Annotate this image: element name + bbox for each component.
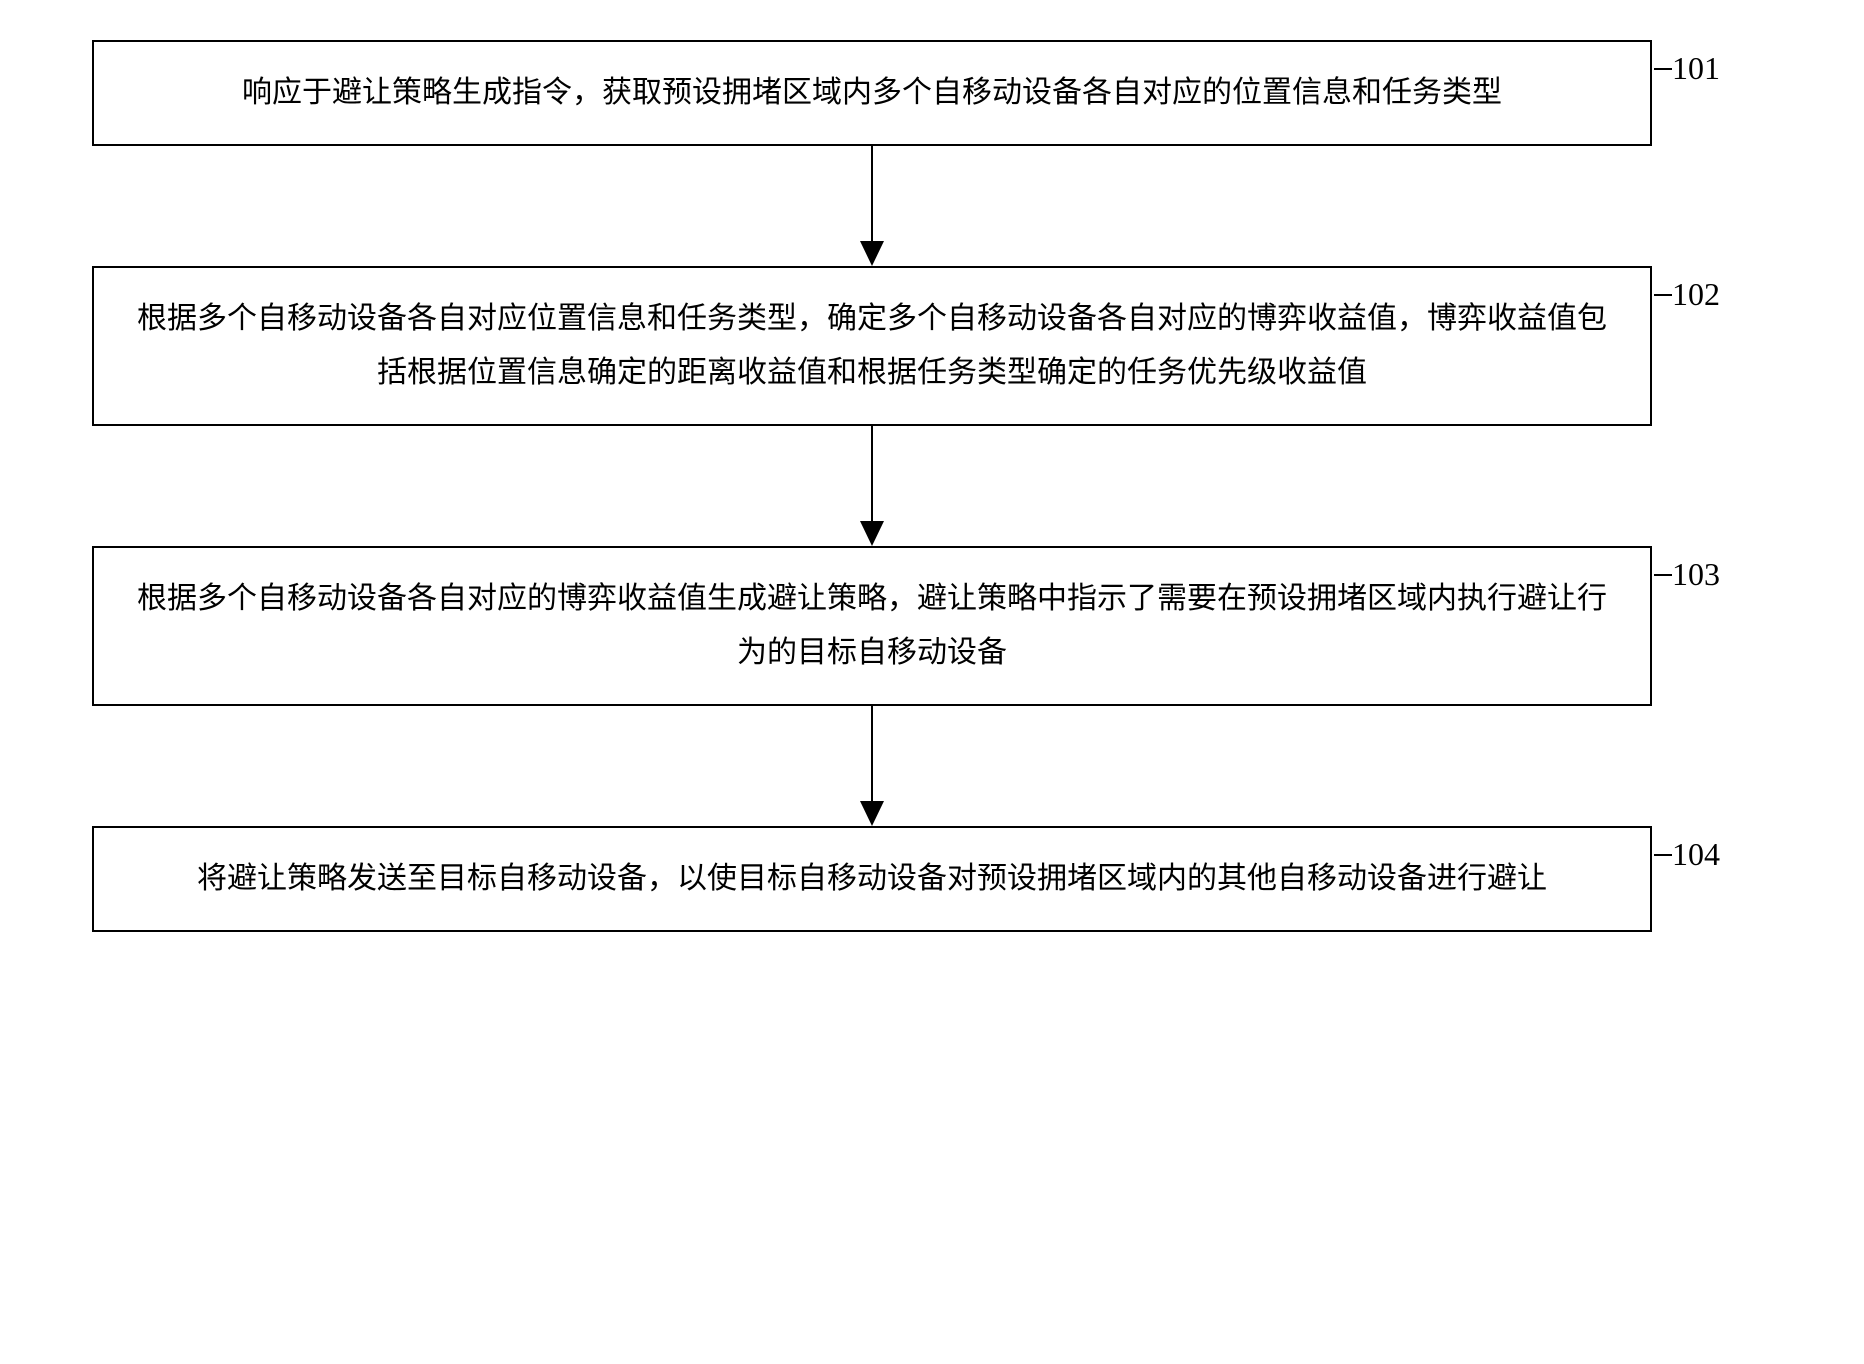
arrow-line-2 bbox=[871, 426, 873, 521]
step-text-102: 根据多个自移动设备各自对应位置信息和任务类型，确定多个自移动设备各自对应的博弈收… bbox=[134, 292, 1610, 400]
step-box-104: 将避让策略发送至目标自移动设备，以使目标自移动设备对预设拥堵区域内的其他自移动设… bbox=[92, 826, 1652, 932]
label-connector-103 bbox=[1654, 574, 1672, 576]
step-id-103: 103 bbox=[1672, 556, 1720, 592]
step-row-102: 根据多个自移动设备各自对应位置信息和任务类型，确定多个自移动设备各自对应的博弈收… bbox=[92, 266, 1832, 426]
arrow-head-1 bbox=[860, 241, 884, 266]
arrow-1 bbox=[92, 146, 1652, 266]
step-row-103: 根据多个自移动设备各自对应的博弈收益值生成避让策略，避让策略中指示了需要在预设拥… bbox=[92, 546, 1832, 706]
step-text-104: 将避让策略发送至目标自移动设备，以使目标自移动设备对预设拥堵区域内的其他自移动设… bbox=[197, 852, 1547, 906]
step-label-102: 102 bbox=[1672, 276, 1720, 313]
arrow-2 bbox=[92, 426, 1652, 546]
arrow-line-3 bbox=[871, 706, 873, 801]
step-id-104: 104 bbox=[1672, 836, 1720, 872]
step-label-104: 104 bbox=[1672, 836, 1720, 873]
step-label-101: 101 bbox=[1672, 50, 1720, 87]
step-label-103: 103 bbox=[1672, 556, 1720, 593]
step-id-101: 101 bbox=[1672, 50, 1720, 86]
label-connector-102 bbox=[1654, 294, 1672, 296]
step-row-104: 将避让策略发送至目标自移动设备，以使目标自移动设备对预设拥堵区域内的其他自移动设… bbox=[92, 826, 1832, 932]
step-text-101: 响应于避让策略生成指令，获取预设拥堵区域内多个自移动设备各自对应的位置信息和任务… bbox=[242, 66, 1502, 120]
arrow-line-1 bbox=[871, 146, 873, 241]
step-text-103: 根据多个自移动设备各自对应的博弈收益值生成避让策略，避让策略中指示了需要在预设拥… bbox=[134, 572, 1610, 680]
step-id-102: 102 bbox=[1672, 276, 1720, 312]
step-row-101: 响应于避让策略生成指令，获取预设拥堵区域内多个自移动设备各自对应的位置信息和任务… bbox=[92, 40, 1832, 146]
step-box-101: 响应于避让策略生成指令，获取预设拥堵区域内多个自移动设备各自对应的位置信息和任务… bbox=[92, 40, 1652, 146]
arrow-head-3 bbox=[860, 801, 884, 826]
arrow-3 bbox=[92, 706, 1652, 826]
flowchart-container: 响应于避让策略生成指令，获取预设拥堵区域内多个自移动设备各自对应的位置信息和任务… bbox=[32, 40, 1832, 932]
label-connector-104 bbox=[1654, 854, 1672, 856]
step-box-103: 根据多个自移动设备各自对应的博弈收益值生成避让策略，避让策略中指示了需要在预设拥… bbox=[92, 546, 1652, 706]
step-box-102: 根据多个自移动设备各自对应位置信息和任务类型，确定多个自移动设备各自对应的博弈收… bbox=[92, 266, 1652, 426]
arrow-head-2 bbox=[860, 521, 884, 546]
label-connector-101 bbox=[1654, 68, 1672, 70]
